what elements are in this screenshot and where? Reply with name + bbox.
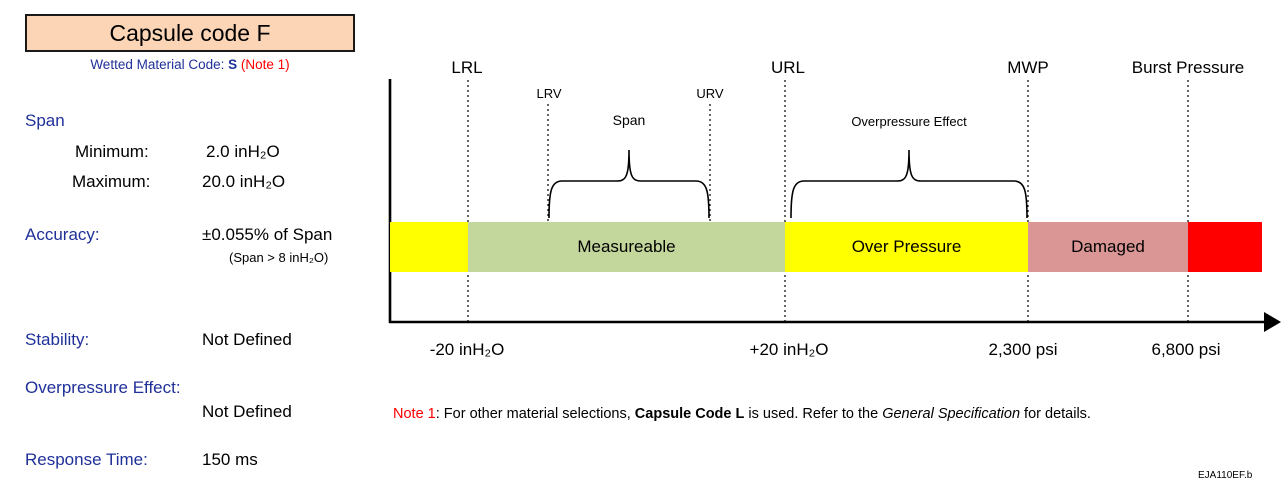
spec-span-label: Span xyxy=(25,111,65,130)
spec-accuracy-value: ±0.055% of Span xyxy=(202,225,333,244)
axis-value-minus-20: -20 inH₂O xyxy=(429,340,505,359)
spec-response-time-value: 150 ms xyxy=(202,450,258,469)
zone-pre-lrl xyxy=(390,222,468,272)
note-line: Note 1: For other material selections, C… xyxy=(393,406,1091,422)
spec-maximum-label: Maximum: xyxy=(72,172,151,191)
marker-label-urv: URV xyxy=(696,86,724,101)
overpressure-brace-label: Overpressure Effect xyxy=(851,114,967,129)
marker-label-mwp: MWP xyxy=(1007,58,1049,77)
note-label: Note 1 xyxy=(393,406,436,422)
doc-code: EJA110EF.b xyxy=(1198,470,1253,481)
zone-damaged: Damaged xyxy=(1028,222,1188,272)
spec-overpressure-value: Not Defined xyxy=(202,402,292,421)
note-text-1: : For other material selections, xyxy=(435,406,635,422)
marker-label-burst-pressure: Burst Pressure xyxy=(1131,58,1245,77)
zone-measureable: Measureable xyxy=(468,222,785,272)
axis-arrowhead xyxy=(1264,312,1281,332)
wetted-material-code: S xyxy=(228,57,238,72)
zone-label: Over Pressure xyxy=(851,237,962,256)
zone-burst xyxy=(1188,222,1262,272)
axis-value-2300psi: 2,300 psi xyxy=(988,340,1058,359)
marker-label-lrv: LRV xyxy=(536,86,562,101)
marker-label-lrl: LRL xyxy=(451,58,483,77)
note-text-2: is used. Refer to the xyxy=(744,406,883,422)
wetted-material-label: Wetted Material Code: xyxy=(90,57,229,72)
spec-overpressure-label: Overpressure Effect: xyxy=(25,378,181,397)
capsule-title: Capsule code F xyxy=(109,19,271,46)
axis-value-plus-20: +20 inH₂O xyxy=(749,340,829,359)
axis-value-6800psi: 6,800 psi xyxy=(1151,340,1221,359)
marker-label-url: URL xyxy=(770,58,806,77)
spec-stability-value: Not Defined xyxy=(202,330,292,349)
overpressure-brace xyxy=(790,149,1028,219)
spec-maximum-value: 20.0 inH₂O xyxy=(202,172,286,191)
spec-minimum-value: 2.0 inH₂O xyxy=(206,142,280,161)
note-bold-capsule-code: Capsule Code L xyxy=(634,406,745,422)
spec-accuracy-label: Accuracy: xyxy=(25,225,100,244)
zone-over-pressure: Over Pressure xyxy=(785,222,1028,272)
note-italic-general-specification: General Specification xyxy=(882,406,1021,422)
spec-response-time-label: Response Time: xyxy=(25,450,148,469)
wetted-material-line: Wetted Material Code: S (Note 1) xyxy=(25,57,355,72)
capsule-title-box: Capsule code F xyxy=(25,14,355,52)
spec-accuracy-condition: (Span > 8 inH₂O) xyxy=(229,250,329,265)
note-text-3: for details. xyxy=(1020,406,1091,422)
spec-minimum-label: Minimum: xyxy=(75,142,149,161)
spec-stability-label: Stability: xyxy=(25,330,90,349)
span-brace xyxy=(548,149,710,219)
span-brace-label: Span xyxy=(612,112,646,128)
zone-label: Damaged xyxy=(1071,237,1145,256)
zone-label: Measureable xyxy=(577,237,676,256)
wetted-material-note-ref: (Note 1) xyxy=(237,57,290,72)
